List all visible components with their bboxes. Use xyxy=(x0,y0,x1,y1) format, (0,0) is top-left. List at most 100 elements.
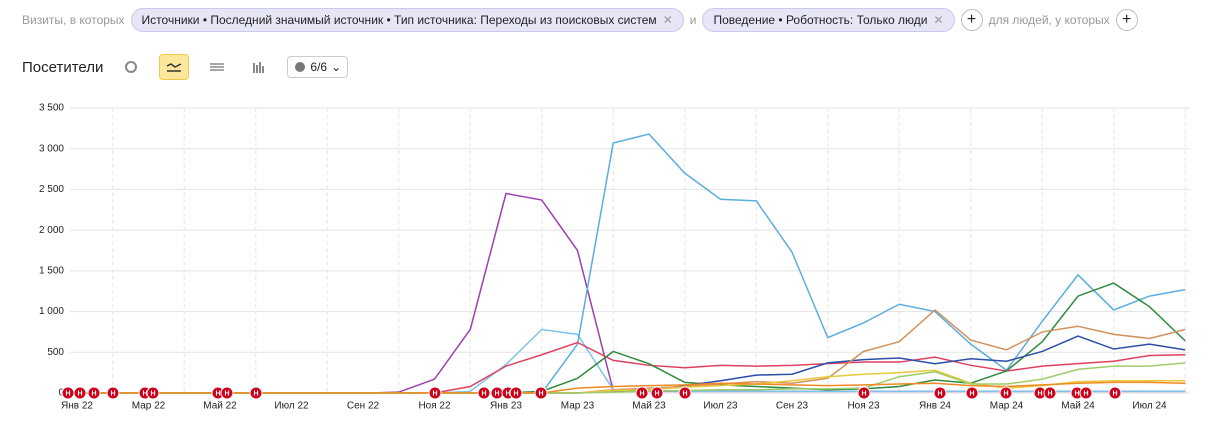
y-tick-label: 2 500 xyxy=(39,184,64,195)
y-tick-label: 2 000 xyxy=(39,225,64,236)
annotation-label: Н xyxy=(1047,390,1052,397)
series-line xyxy=(77,282,1186,394)
annotation-marker xyxy=(857,386,871,400)
annotation-label: Н xyxy=(654,390,659,397)
annotation-marker xyxy=(635,386,649,400)
chip-text: Источники • Последний значимый источник … xyxy=(141,13,657,27)
chip-close[interactable]: ✕ xyxy=(662,13,673,27)
x-tick-label: Ноя 22 xyxy=(418,401,451,412)
y-tick-label: 1 000 xyxy=(39,306,64,317)
annotation-marker xyxy=(106,386,120,400)
chart-header: Посетители 6/6 ⌄ xyxy=(22,54,349,80)
chart-title: Посетители xyxy=(22,58,104,76)
annotation-label: Н xyxy=(65,390,70,397)
annotation-label: Н xyxy=(682,390,687,397)
annotation-label: Н xyxy=(110,390,115,397)
annotation-label: Н xyxy=(861,390,866,397)
y-tick-label: 3 500 xyxy=(39,103,64,114)
x-tick-label: Май 23 xyxy=(632,401,666,412)
annotation-marker xyxy=(428,386,442,400)
annotation-marker xyxy=(87,386,101,400)
chevron: ⌄ xyxy=(331,60,342,74)
filter-bar: Визиты, в которых Источники • Последний … xyxy=(22,8,1138,32)
annotation-marker xyxy=(1108,386,1122,400)
annotation-label: Н xyxy=(253,390,258,397)
series-line xyxy=(77,133,1186,394)
filter-prefix: Визиты, в которых xyxy=(22,13,125,27)
annotation-label: Н xyxy=(1037,390,1042,397)
annotation-label: Н xyxy=(91,390,96,397)
annotation-marker xyxy=(509,386,523,400)
series-line xyxy=(77,308,1186,394)
icon xyxy=(167,63,182,72)
x-tick-label: Янв 24 xyxy=(919,401,951,412)
annotation-marker xyxy=(933,386,947,400)
line-icon[interactable] xyxy=(159,54,190,80)
annotation-marker xyxy=(249,386,263,400)
chip-close[interactable]: ✕ xyxy=(933,13,944,27)
x-tick-label: Июл 23 xyxy=(703,401,738,412)
annotation-marker xyxy=(220,386,234,400)
y-tick-label: 0 xyxy=(58,388,64,399)
filter-chip[interactable]: Источники • Последний значимый источник … xyxy=(130,8,684,32)
x-tick-label: Май 22 xyxy=(203,401,237,412)
annotation-label: Н xyxy=(1083,390,1088,397)
annotation-label: Н xyxy=(513,390,518,397)
x-tick-label: Мар 24 xyxy=(990,401,1024,412)
series-line xyxy=(77,192,1186,394)
add-filter[interactable]: + xyxy=(1115,9,1138,31)
annotation-label: Н xyxy=(77,390,82,397)
annotation-label: Н xyxy=(150,390,155,397)
icon xyxy=(210,63,225,71)
filter-suffix: для людей, у которых xyxy=(988,13,1110,27)
x-tick-label: Сен 23 xyxy=(776,401,809,412)
annotation-label: Н xyxy=(639,390,644,397)
series-line xyxy=(77,341,1186,394)
annotation-marker xyxy=(146,386,160,400)
annotation-marker xyxy=(477,386,491,400)
add-filter[interactable]: + xyxy=(960,9,983,31)
y-tick-label: 500 xyxy=(47,347,64,358)
annotation-label: Н xyxy=(1112,390,1117,397)
series-line xyxy=(77,381,1186,394)
chip-text: Поведение • Роботность: Только люди xyxy=(713,13,928,27)
x-tick-label: Май 24 xyxy=(1061,401,1095,412)
annotation-marker xyxy=(73,386,87,400)
annotation-marker xyxy=(1033,386,1047,400)
x-tick-label: Янв 23 xyxy=(490,401,522,412)
annotation-label: Н xyxy=(432,390,437,397)
annotation-marker xyxy=(1079,386,1093,400)
icon xyxy=(295,62,306,72)
series-line xyxy=(77,328,1186,394)
annotation-label: Н xyxy=(224,390,229,397)
x-tick-label: Мар 23 xyxy=(561,401,595,412)
segments-dropdown[interactable]: 6/6 ⌄ xyxy=(287,56,349,78)
annotation-marker xyxy=(534,386,548,400)
x-tick-label: Июл 24 xyxy=(1132,401,1167,412)
pie-icon[interactable] xyxy=(117,55,145,79)
annotation-label: Н xyxy=(969,390,974,397)
annotation-label: Н xyxy=(142,390,147,397)
x-tick-label: Ноя 23 xyxy=(847,401,880,412)
x-tick-label: Июл 22 xyxy=(274,401,309,412)
annotation-label: Н xyxy=(937,390,942,397)
filter-chip[interactable]: Поведение • Роботность: Только люди ✕ xyxy=(702,8,955,32)
annotation-marker xyxy=(678,386,692,400)
series-line xyxy=(77,369,1186,394)
bar-icon[interactable] xyxy=(245,55,273,79)
annotation-label: Н xyxy=(215,390,220,397)
annotation-marker xyxy=(138,386,152,400)
icon xyxy=(125,61,138,73)
annotation-marker xyxy=(490,386,504,400)
annotation-marker xyxy=(1043,386,1057,400)
x-tick-label: Мар 22 xyxy=(132,401,166,412)
series-line xyxy=(77,362,1186,394)
area-icon[interactable] xyxy=(203,55,231,79)
y-tick-label: 1 500 xyxy=(39,265,64,276)
annotation-marker xyxy=(501,386,515,400)
annotation-label: Н xyxy=(505,390,510,397)
annotation-marker xyxy=(211,386,225,400)
annotation-label: Н xyxy=(1074,390,1079,397)
segments-count: 6/6 xyxy=(310,60,328,74)
